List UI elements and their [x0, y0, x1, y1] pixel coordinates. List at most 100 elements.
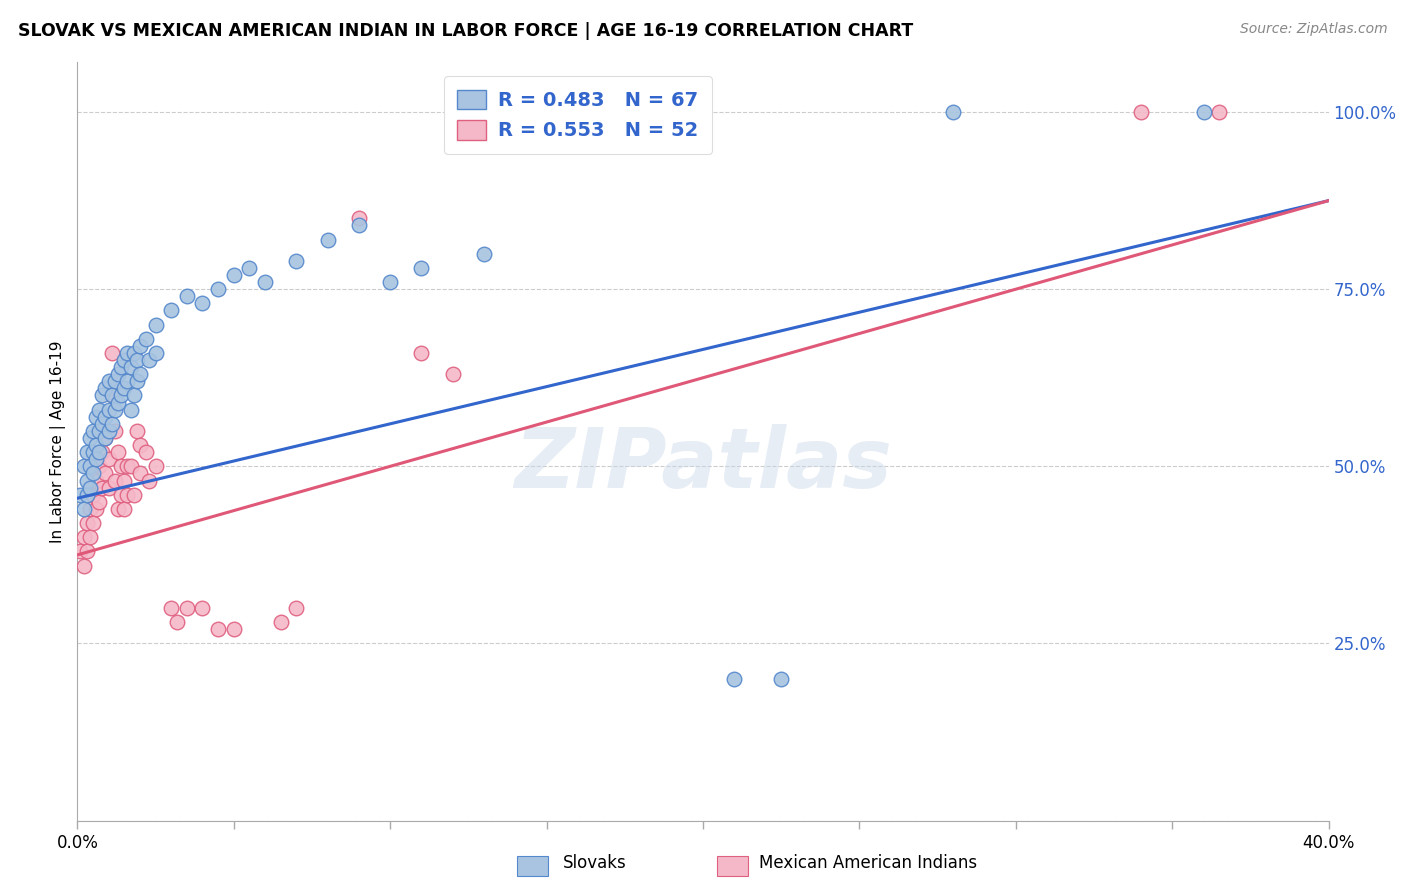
Point: [79, 501, 101, 516]
Point: [84, 452, 107, 467]
Point: [97, 452, 120, 467]
Point: [135, 332, 157, 346]
Point: [82, 488, 104, 502]
Point: [770, 672, 793, 686]
Point: [89, 402, 111, 417]
Point: [222, 268, 245, 282]
Point: [91, 417, 114, 431]
Point: [91, 481, 114, 495]
Point: [122, 388, 145, 402]
Point: [89, 424, 111, 438]
Point: [270, 615, 292, 630]
Point: [411, 346, 433, 360]
Point: [207, 282, 229, 296]
Point: [347, 211, 370, 226]
Point: [82, 467, 104, 481]
Point: [94, 381, 117, 395]
Point: [104, 374, 127, 388]
Point: [89, 495, 111, 509]
Point: [76, 516, 98, 530]
Point: [94, 409, 117, 424]
Point: [97, 424, 120, 438]
Point: [84, 438, 107, 452]
Text: Slovaks: Slovaks: [562, 855, 626, 872]
Point: [316, 233, 339, 247]
Point: [125, 374, 148, 388]
Point: [125, 424, 148, 438]
Point: [112, 381, 135, 395]
Point: [82, 424, 104, 438]
Point: [285, 253, 308, 268]
Point: [82, 516, 104, 530]
Point: [117, 374, 139, 388]
Point: [125, 353, 148, 368]
Point: [76, 544, 98, 558]
Point: [129, 339, 152, 353]
Point: [122, 346, 145, 360]
Point: [79, 431, 101, 445]
Point: [145, 318, 167, 332]
Point: [166, 615, 188, 630]
Point: [135, 445, 157, 459]
Point: [176, 289, 198, 303]
Point: [79, 459, 101, 474]
Point: [120, 402, 142, 417]
Point: [176, 601, 198, 615]
Point: [145, 346, 167, 360]
Point: [207, 623, 229, 637]
Legend: R = 0.483   N = 67, R = 0.553   N = 52: R = 0.483 N = 67, R = 0.553 N = 52: [444, 76, 711, 154]
Point: [145, 459, 167, 474]
Point: [160, 303, 183, 318]
Point: [112, 501, 135, 516]
Point: [107, 445, 129, 459]
Point: [110, 459, 132, 474]
Point: [117, 488, 139, 502]
Point: [160, 601, 183, 615]
Point: [91, 388, 114, 402]
Point: [72, 530, 94, 544]
Point: [110, 388, 132, 402]
Point: [1208, 105, 1230, 120]
Point: [441, 368, 464, 382]
Point: [129, 438, 152, 452]
Text: Mexican American Indians: Mexican American Indians: [759, 855, 977, 872]
Point: [129, 467, 152, 481]
Point: [94, 467, 117, 481]
Point: [138, 353, 160, 368]
Point: [97, 481, 120, 495]
Point: [1192, 105, 1215, 120]
Point: [107, 368, 129, 382]
Point: [110, 488, 132, 502]
Point: [112, 353, 135, 368]
Text: Source: ZipAtlas.com: Source: ZipAtlas.com: [1240, 22, 1388, 37]
Point: [94, 431, 117, 445]
Point: [91, 445, 114, 459]
Point: [253, 275, 276, 289]
Point: [117, 346, 139, 360]
Point: [69, 488, 91, 502]
Point: [79, 530, 101, 544]
Point: [107, 501, 129, 516]
Point: [129, 368, 152, 382]
Point: [723, 672, 745, 686]
Point: [76, 474, 98, 488]
Point: [69, 544, 91, 558]
Point: [238, 260, 260, 275]
Point: [112, 474, 135, 488]
Point: [72, 459, 94, 474]
Point: [380, 275, 402, 289]
Point: [285, 601, 308, 615]
Point: [84, 501, 107, 516]
Point: [84, 474, 107, 488]
Point: [1130, 105, 1153, 120]
Point: [191, 601, 214, 615]
Point: [222, 623, 245, 637]
Point: [138, 474, 160, 488]
Point: [100, 417, 122, 431]
Point: [79, 481, 101, 495]
Text: SLOVAK VS MEXICAN AMERICAN INDIAN IN LABOR FORCE | AGE 16-19 CORRELATION CHART: SLOVAK VS MEXICAN AMERICAN INDIAN IN LAB…: [18, 22, 914, 40]
Point: [82, 445, 104, 459]
Point: [191, 296, 214, 310]
Point: [84, 409, 107, 424]
Point: [76, 488, 98, 502]
